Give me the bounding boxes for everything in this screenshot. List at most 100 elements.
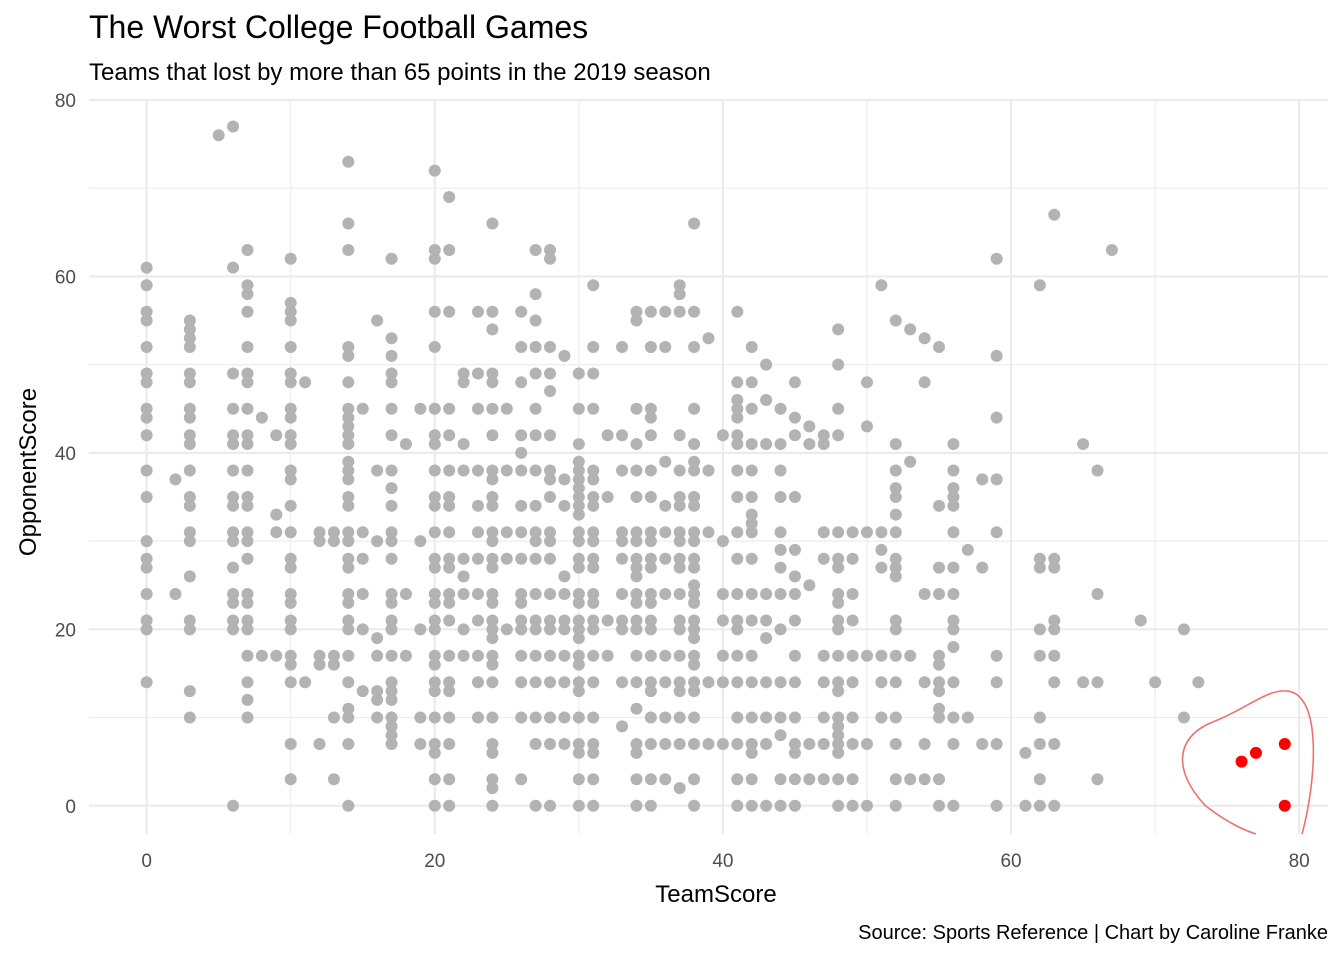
data-point <box>486 773 499 786</box>
data-point <box>587 367 600 380</box>
data-point <box>385 738 398 751</box>
data-point <box>471 676 484 689</box>
data-point <box>1033 711 1046 724</box>
data-point <box>572 676 585 689</box>
data-point <box>270 429 283 442</box>
data-point <box>544 243 557 256</box>
data-point <box>731 305 744 318</box>
data-point <box>630 799 643 812</box>
data-point <box>227 464 240 477</box>
data-point <box>270 526 283 539</box>
data-point <box>457 552 470 565</box>
data-point <box>428 588 441 601</box>
data-point <box>731 411 744 424</box>
data-point <box>947 614 960 627</box>
data-point <box>933 685 946 698</box>
data-point <box>284 314 297 327</box>
data-point <box>587 526 600 539</box>
data-point <box>241 367 254 380</box>
data-point <box>572 499 585 512</box>
data-point <box>371 314 384 327</box>
data-point <box>572 746 585 759</box>
data-point <box>760 358 773 371</box>
data-point <box>860 376 873 389</box>
data-point <box>428 799 441 812</box>
data-point <box>529 243 542 256</box>
data-point <box>644 411 657 424</box>
data-point <box>428 738 441 751</box>
data-point <box>342 711 355 724</box>
data-point <box>947 623 960 636</box>
data-point <box>572 455 585 468</box>
data-point <box>616 526 629 539</box>
data-point <box>1048 623 1061 636</box>
data-point <box>889 711 902 724</box>
data-point <box>644 535 657 548</box>
data-point <box>241 376 254 389</box>
data-point <box>342 473 355 486</box>
data-point <box>241 596 254 609</box>
data-point <box>471 499 484 512</box>
data-point <box>428 596 441 609</box>
data-point <box>284 773 297 786</box>
data-point <box>688 455 701 468</box>
data-point <box>241 464 254 477</box>
data-point <box>443 799 456 812</box>
data-point <box>688 738 701 751</box>
data-point <box>227 438 240 451</box>
data-point <box>515 526 528 539</box>
data-point <box>428 305 441 318</box>
data-point <box>788 746 801 759</box>
data-point <box>342 614 355 627</box>
data-point <box>183 570 196 583</box>
data-point <box>284 252 297 265</box>
data-point <box>327 658 340 671</box>
data-point <box>140 464 153 477</box>
data-point <box>889 799 902 812</box>
data-point <box>673 649 686 662</box>
data-point <box>947 464 960 477</box>
data-point <box>731 711 744 724</box>
data-point <box>846 614 859 627</box>
data-point <box>601 429 614 442</box>
data-point <box>471 402 484 415</box>
data-point <box>644 799 657 812</box>
data-point <box>832 773 845 786</box>
data-point <box>342 535 355 548</box>
data-point <box>933 588 946 601</box>
data-point <box>515 614 528 627</box>
data-point <box>875 711 888 724</box>
data-point <box>673 526 686 539</box>
data-point <box>572 402 585 415</box>
data-point <box>702 464 715 477</box>
data-point <box>688 305 701 318</box>
data-point <box>500 402 513 415</box>
data-point <box>630 464 643 477</box>
data-point <box>342 526 355 539</box>
data-point <box>414 402 427 415</box>
data-point <box>443 588 456 601</box>
data-point <box>688 217 701 230</box>
data-point <box>241 288 254 301</box>
data-point <box>486 614 499 627</box>
data-point <box>990 411 1003 424</box>
data-point <box>183 535 196 548</box>
data-point <box>644 526 657 539</box>
data-point <box>471 367 484 380</box>
data-point <box>558 711 571 724</box>
y-tick-label: 0 <box>65 797 76 818</box>
data-point <box>443 711 456 724</box>
data-point <box>299 676 312 689</box>
data-point <box>630 746 643 759</box>
data-point <box>889 676 902 689</box>
data-point <box>385 685 398 698</box>
data-point <box>760 614 773 627</box>
data-point <box>169 473 182 486</box>
data-point <box>529 623 542 636</box>
data-point <box>327 773 340 786</box>
data-point <box>428 402 441 415</box>
data-point <box>832 588 845 601</box>
data-point <box>688 658 701 671</box>
data-point <box>515 446 528 459</box>
data-point <box>875 676 888 689</box>
